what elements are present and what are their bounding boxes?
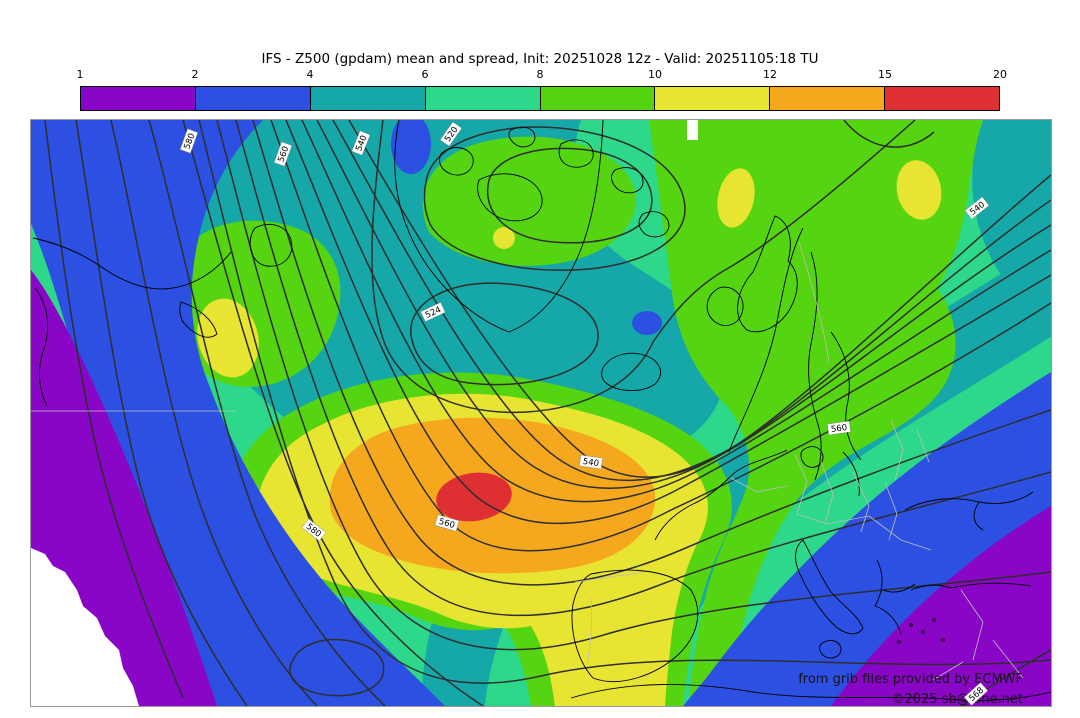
colorbar-tick: 1 [76,68,84,81]
colorbar-tick: 12 [763,68,777,81]
colorbar-segment-10-12 [654,87,770,110]
credit-copyright: ©2025 sb@ione.net [891,692,1023,706]
svg-text:560: 560 [438,517,456,531]
coastline-layer [32,120,1051,701]
page-title: IFS - Z500 (gpdam) mean and spread, Init… [261,51,819,67]
colorbar-segment-15-20 [884,87,999,110]
colorbar-tick: 20 [993,68,1007,81]
colorbar-ticks: 1 2 4 6 8 10 12 15 20 [0,68,1080,84]
no-data-wedge [31,548,139,706]
colorbar-segment-2-4 [194,87,310,110]
contour-label: 540 [579,454,603,470]
colorbar-tick: 15 [878,68,892,81]
spread-colorbar [80,86,1000,111]
no-data-strip [687,120,698,140]
svg-text:560: 560 [830,423,847,435]
border-layer [31,241,1024,681]
colorbar-tick: 2 [191,68,199,81]
weather-map: from grib files provided by ECMWF ©2025 … [30,119,1052,707]
colorbar-tick: 10 [648,68,662,81]
colorbar-tick: 4 [306,68,314,81]
contour-label-layer: 580 560 540 520 524 540 560 580 540 560 … [179,121,990,706]
colorbar-segment-4-6 [309,87,425,110]
contour-label: 560 [434,514,460,532]
colorbar-tick: 8 [536,68,544,81]
credit-ecmwf: from grib files provided by ECMWF [798,672,1023,687]
colorbar-segment-8-10 [539,87,655,110]
contour-label: 560 [827,420,851,436]
colorbar-tick: 6 [421,68,429,81]
map-svg: from grib files provided by ECMWF ©2025 … [31,120,1051,706]
colorbar-segment-6-8 [424,87,540,110]
colorbar-segment-1-2 [81,87,195,110]
colorbar-segment-12-15 [769,87,885,110]
svg-text:540: 540 [582,457,599,469]
z500-contour-layer [44,120,1051,706]
